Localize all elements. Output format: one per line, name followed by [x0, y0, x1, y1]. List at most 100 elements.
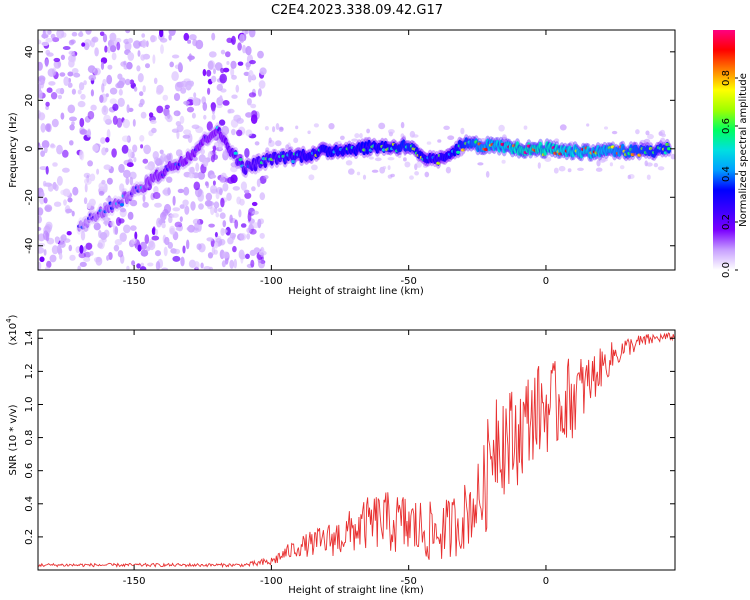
spectrogram-cell — [138, 102, 144, 108]
spectrogram-cell — [156, 105, 164, 114]
spectrogram-xtick-label: -150 — [123, 276, 146, 287]
spectrogram-cell — [172, 207, 181, 212]
spectrogram-cell — [215, 212, 220, 218]
spectrogram-cell — [137, 73, 144, 83]
spectrogram-cell — [534, 154, 538, 159]
spectrogram-cell — [259, 192, 266, 201]
spectrogram-cell — [49, 254, 57, 263]
spectrogram-cell — [212, 145, 217, 152]
spectrogram-cell — [311, 164, 318, 171]
spectrogram-cell — [256, 178, 261, 188]
spectrogram-cell — [501, 136, 507, 140]
spectrogram-cell — [168, 216, 173, 224]
spectrogram-cell — [126, 162, 134, 168]
spectrogram-cell — [137, 50, 141, 57]
spectrogram-cell — [123, 192, 128, 196]
spectrogram-cell — [150, 119, 157, 124]
snr-ytick-label: 1.0 — [24, 397, 35, 413]
spectrogram-cell — [111, 148, 117, 158]
spectrogram-cell — [208, 223, 215, 228]
spectrogram-cell — [653, 162, 659, 168]
spectrogram-cell — [106, 129, 111, 139]
spectrogram-cell — [168, 34, 172, 41]
spectrogram-cell — [426, 141, 432, 145]
spectrogram-cell — [155, 250, 161, 257]
spectrogram-cell — [168, 30, 176, 36]
spectrogram-cell — [240, 181, 247, 191]
spectrogram-cell — [196, 243, 202, 250]
spectrogram-cell — [93, 67, 101, 76]
spectrogram-cell — [610, 145, 615, 149]
spectrogram-cell — [382, 166, 387, 170]
spectrogram-cell — [229, 259, 235, 269]
spectrogram-cell — [60, 112, 65, 120]
spectrogram-cell — [192, 39, 198, 47]
spectrogram-cell — [229, 232, 237, 239]
spectrogram-cell — [240, 223, 247, 228]
spectrogram-cell — [85, 30, 92, 35]
spectrogram-cell — [252, 74, 256, 81]
spectrogram-cell — [208, 266, 213, 270]
spectrogram-cell — [103, 114, 111, 124]
spectrogram-cell — [192, 97, 200, 106]
spectrogram-cell — [59, 241, 66, 248]
spectrogram-cell — [611, 130, 618, 135]
spectrogram-cell — [71, 88, 76, 95]
spectrogram-cell — [596, 159, 601, 167]
spectrogram-cell — [129, 79, 135, 85]
spectrogram-cell — [500, 142, 505, 146]
spectrogram-cell — [456, 150, 461, 154]
spectrogram-heatmap — [38, 30, 675, 270]
spectrogram-cell — [85, 242, 93, 250]
spectrogram-cell — [447, 135, 455, 140]
spectrogram-cell — [409, 175, 414, 180]
spectrogram-cell — [397, 152, 402, 159]
spectrogram-cell — [123, 224, 131, 234]
spectrogram-cell — [231, 128, 236, 136]
spectrogram-cell — [99, 94, 104, 103]
spectrogram-cell — [526, 144, 531, 148]
spectrogram-cell — [159, 30, 164, 38]
spectrogram-cell — [211, 114, 216, 121]
spectrogram-cell — [537, 162, 541, 169]
spectrogram-cell — [171, 213, 179, 218]
spectrogram-cell — [56, 244, 62, 254]
spectrogram-cell — [371, 169, 379, 173]
spectrogram-cell — [218, 238, 226, 246]
spectrogram-cell — [159, 149, 164, 155]
spectrogram-cell — [126, 104, 130, 113]
spectrogram-cell — [627, 151, 632, 155]
colorbar-ticks: 0.0 0.2 0.4 0.6 0.8 — [721, 70, 738, 278]
spectrogram-cell — [80, 93, 86, 100]
spectrogram-cell — [127, 211, 134, 220]
snr-plot — [38, 332, 675, 569]
spectrogram-cell — [53, 201, 62, 207]
spectrogram-cell — [45, 58, 49, 68]
spectrogram-cell — [174, 221, 183, 228]
spectrogram-cell — [46, 260, 52, 268]
spectrogram-cell — [231, 74, 237, 80]
spectrogram-cell — [79, 129, 88, 135]
spectrogram-cell — [295, 125, 299, 130]
spectrogram-cell — [92, 144, 99, 152]
spectrogram-cell — [43, 197, 48, 204]
spectrogram-cell — [619, 165, 625, 170]
spectrogram-cell — [40, 123, 46, 133]
spectrogram-cell — [220, 49, 226, 55]
spectrogram-cell — [214, 62, 223, 71]
spectrogram-cell — [523, 125, 528, 130]
spectrogram-cell — [110, 45, 117, 53]
spectrogram-cell — [595, 167, 603, 172]
spectrogram-cell — [245, 253, 250, 259]
spectrogram-cell — [268, 137, 272, 144]
spectrogram-cell — [544, 156, 552, 162]
spectrogram-cell — [43, 146, 48, 154]
spectrogram-cell — [558, 165, 566, 172]
spectrogram-cell — [107, 46, 111, 54]
spectrogram-cell — [207, 252, 214, 259]
spectrogram-cell — [143, 144, 152, 155]
spectrogram-cell — [141, 39, 147, 49]
spectrogram-cell — [293, 137, 299, 144]
spectrogram-cell — [98, 190, 105, 196]
snr-ytick-label: 0.2 — [24, 529, 35, 545]
